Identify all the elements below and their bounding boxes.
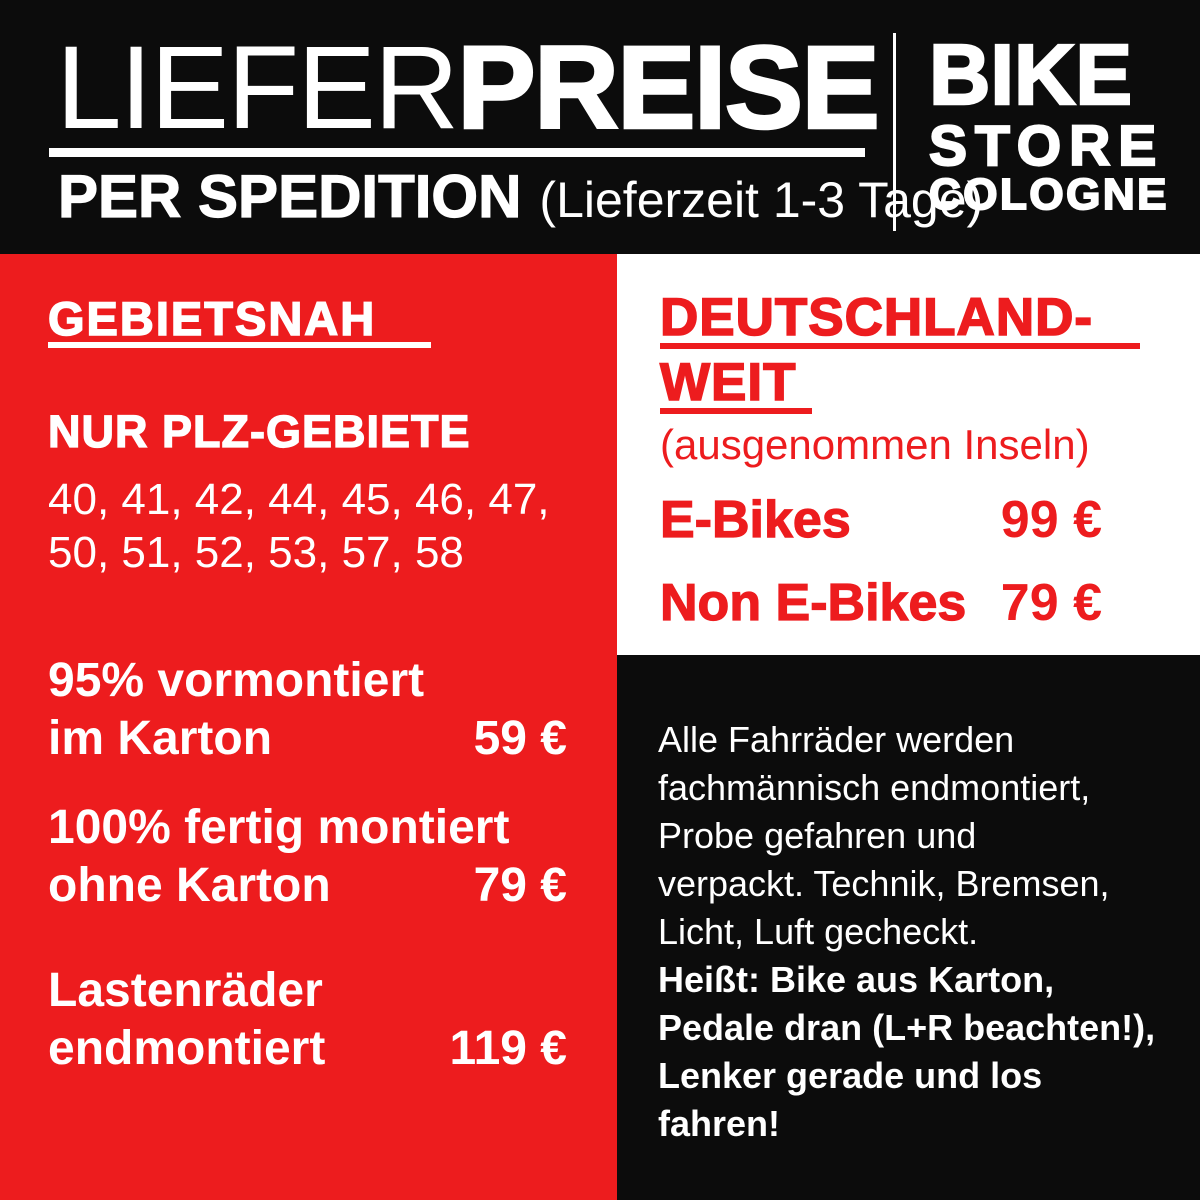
regional-heading: GEBIETSNAH xyxy=(47,292,377,345)
price-item-label-line2: im Karton xyxy=(48,712,273,765)
regional-panel: GEBIETSNAH NUR PLZ-GEBIETE 40, 41, 42, 4… xyxy=(0,254,617,1200)
nationwide-heading-underline1 xyxy=(660,343,1140,349)
price-item-label: 95% vormontiert im Karton xyxy=(48,652,567,768)
price-item-label-line2: endmontiert xyxy=(48,1022,326,1075)
price-item-label-line1: 95% vormontiert xyxy=(48,654,425,707)
price-row-ebikes: E-Bikes 99 € xyxy=(659,491,1102,549)
price-item-fertig-montiert: 100% fertig montiert ohne Karton 79 € xyxy=(48,799,567,915)
price-item-lastenraeder: Lastenräder endmontiert 119 € xyxy=(48,962,567,1078)
subtitle-row: PER SPEDITION (Lieferzeit 1-3 Tage) xyxy=(57,163,984,230)
plz-line-1: 40, 41, 42, 44, 45, 46, 47, xyxy=(48,475,550,524)
info-panel: Alle Fahrräder werden fachmännisch endmo… xyxy=(617,655,1200,1200)
info-line-bold: Heißt: Bike aus Karton, xyxy=(658,959,1055,1000)
info-line-bold: fahren! xyxy=(658,1103,781,1144)
plz-line-2: 50, 51, 52, 53, 57, 58 xyxy=(48,528,464,577)
nationwide-note: (ausgenommen Inseln) xyxy=(660,421,1090,468)
price-item-label-line2: ohne Karton xyxy=(48,859,331,912)
page-title-light: LIEFER xyxy=(56,22,459,154)
nationwide-panel: DEUTSCHLAND- WEIT (ausgenommen Inseln) E… xyxy=(617,254,1200,655)
price-item-label: 100% fertig montiert ohne Karton xyxy=(48,799,567,915)
price-row-label: E-Bikes xyxy=(659,491,851,549)
page-title-bold: PREISE xyxy=(456,22,881,154)
logo-store: STORE xyxy=(928,114,1165,178)
info-line: Alle Fahrräder werden xyxy=(658,719,1015,760)
price-row-label: Non E-Bikes xyxy=(659,574,967,632)
price-value: 59 € xyxy=(473,712,567,765)
price-value: 119 € xyxy=(449,1022,567,1075)
price-row-non-ebikes: Non E-Bikes 79 € xyxy=(659,574,1102,632)
header-divider-line xyxy=(893,33,896,231)
price-value: 99 € xyxy=(1000,491,1102,549)
nationwide-heading-line1: DEUTSCHLAND- xyxy=(659,288,1094,347)
info-line-bold: Pedale dran (L+R beachten!), xyxy=(658,1007,1156,1048)
regional-heading-underline xyxy=(48,342,431,348)
price-item-label-line1: Lastenräder xyxy=(48,964,323,1017)
plz-list: 40, 41, 42, 44, 45, 46, 47, 50, 51, 52, … xyxy=(48,473,550,579)
info-line: Probe gefahren und xyxy=(658,815,977,856)
info-line-bold: Lenker gerade und los xyxy=(658,1055,1043,1096)
info-line: verpackt. Technik, Bremsen, xyxy=(658,863,1110,904)
title-underline xyxy=(49,148,865,157)
nationwide-heading-underline2 xyxy=(660,408,812,414)
regional-subheading: NUR PLZ-GEBIETE xyxy=(47,406,471,457)
header-bar: LIEFERPREISE PER SPEDITION (Lieferzeit 1… xyxy=(0,0,1200,254)
info-line: fachmännisch endmontiert, xyxy=(658,767,1091,808)
logo-bike: BIKE xyxy=(928,28,1134,123)
price-value: 79 € xyxy=(1000,574,1102,632)
page-title: LIEFERPREISE xyxy=(56,28,881,149)
info-text: Alle Fahrräder werden fachmännisch endmo… xyxy=(658,716,1155,1148)
price-item-vormontiert: 95% vormontiert im Karton 59 € xyxy=(48,652,567,768)
price-item-label-line1: 100% fertig montiert xyxy=(48,801,510,854)
logo-cologne: COLOGNE xyxy=(928,170,1169,219)
subtitle: PER SPEDITION xyxy=(57,163,522,230)
price-value: 79 € xyxy=(473,859,567,912)
price-item-label: Lastenräder endmontiert xyxy=(48,962,567,1078)
info-line: Licht, Luft gecheckt. xyxy=(658,911,979,952)
subtitle-note: (Lieferzeit 1-3 Tage) xyxy=(539,172,984,228)
nationwide-heading-line2: WEIT xyxy=(659,353,797,412)
